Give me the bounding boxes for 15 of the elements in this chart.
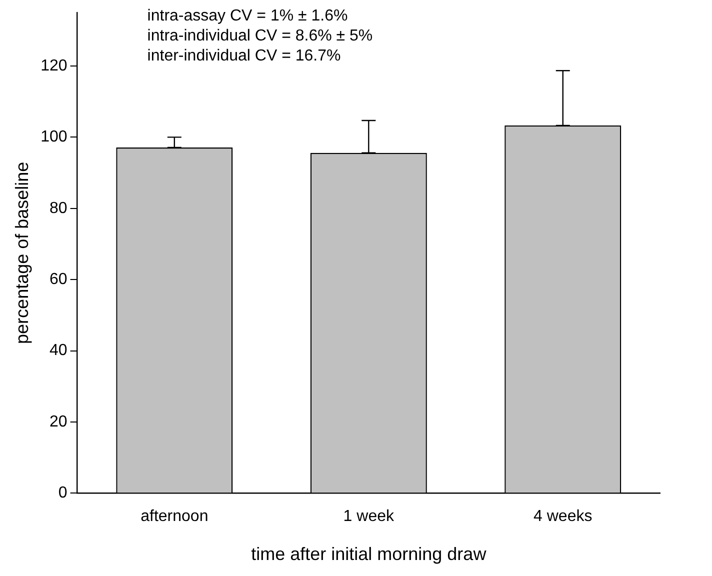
y-tick-label: 120	[40, 57, 68, 74]
annotation: intra-individual CV = 8.6% ± 5%	[147, 27, 373, 44]
x-tick-label: 4 weeks	[534, 508, 592, 526]
y-tick-label: 100	[40, 128, 68, 146]
annotation: intra-assay CV = 1% ± 1.6%	[147, 7, 348, 24]
x-axis-title: time after initial morning draw	[251, 544, 488, 564]
y-tick-label: 0	[58, 484, 68, 502]
x-tick-label: afternoon	[140, 508, 208, 526]
y-tick-label: 80	[50, 200, 68, 217]
y-tick-label: 20	[50, 413, 68, 430]
y-axis-title: percentage of baseline	[12, 162, 32, 344]
y-tick-label: 40	[50, 342, 68, 360]
annotation: inter-individual CV = 16.7%	[147, 47, 341, 64]
y-tick-label: 60	[50, 271, 68, 288]
x-tick-label: 1 week	[343, 508, 395, 526]
